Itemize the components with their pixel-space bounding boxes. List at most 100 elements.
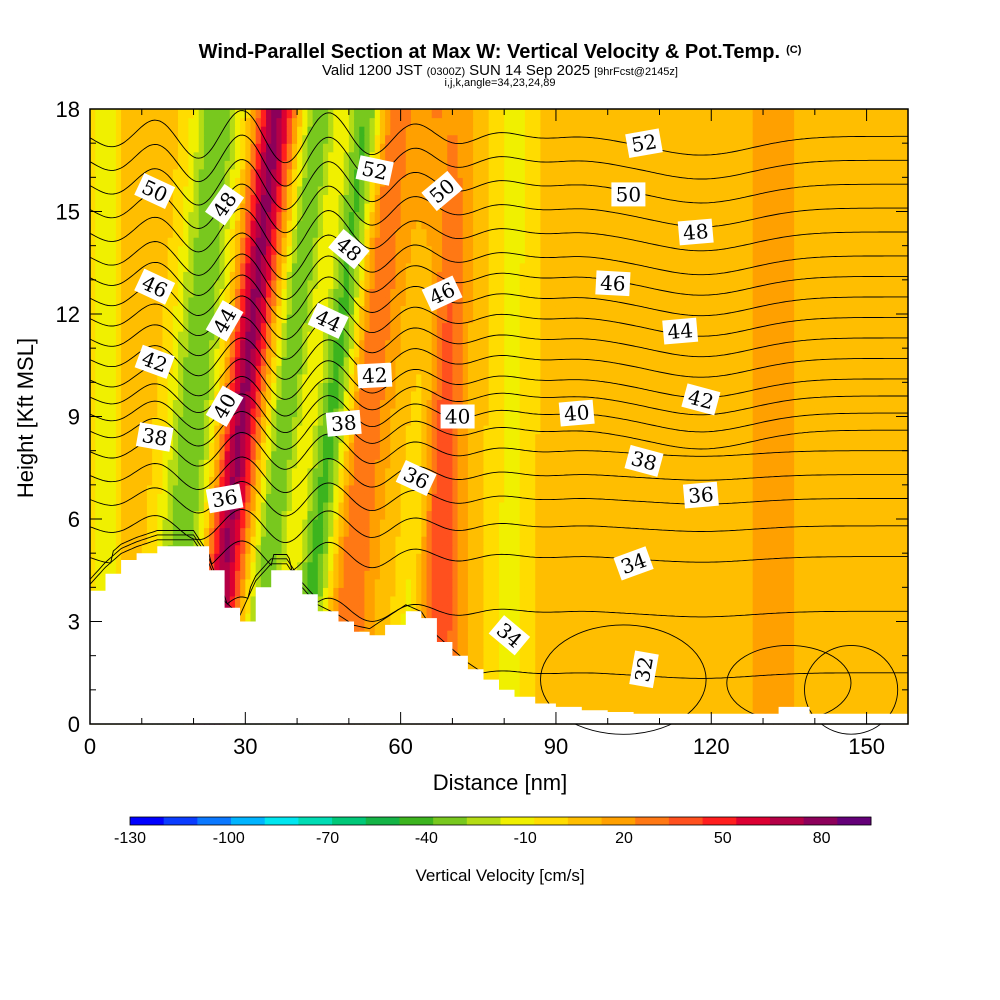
velocity-cell [788,604,795,614]
velocity-cell [587,621,593,631]
velocity-cell [561,544,567,554]
velocity-cell [115,561,122,571]
velocity-cell [364,510,371,520]
velocity-cell [245,450,252,460]
velocity-cell [431,493,438,503]
velocity-cell [473,638,479,648]
velocity-cell [105,450,112,460]
velocity-cell [348,544,355,554]
velocity-cell [374,519,381,529]
velocity-cell [561,527,567,537]
velocity-cell [390,587,397,597]
velocity-cell [623,630,630,640]
velocity-cell [493,553,500,563]
velocity-cell [359,553,365,563]
velocity-cell [700,647,707,657]
velocity-cell [597,536,604,546]
velocity-cell [509,578,516,588]
velocity-cell [307,501,314,512]
velocity-cell [876,561,883,571]
velocity-cell [814,587,821,597]
velocity-cell [566,638,573,648]
velocity-cell [550,459,557,469]
velocity-cell [535,493,542,503]
velocity-cell [861,527,868,537]
velocity-cell [721,604,728,614]
velocity-cell [467,647,474,657]
velocity-cell [328,604,334,614]
velocity-cell [193,459,200,469]
velocity-cell [721,467,728,477]
velocity-cell [245,484,252,494]
velocity-cell [882,570,888,580]
velocity-cell [649,578,655,588]
velocity-cell [892,638,899,648]
velocity-cell [379,561,386,571]
velocity-cell [856,681,863,691]
velocity-cell [592,527,598,537]
velocity-cell [369,484,376,494]
velocity-cell [638,484,645,494]
velocity-cell [322,510,329,520]
velocity-cell [654,501,661,512]
velocity-cell [778,689,785,699]
velocity-cell [100,450,107,460]
velocity-cell [364,544,371,554]
velocity-cell [442,595,448,606]
velocity-cell [514,493,521,503]
velocity-cell [856,501,863,512]
velocity-cell [545,612,552,623]
velocity-cell [768,638,774,648]
velocity-cell [245,510,252,520]
velocity-cell [95,536,101,546]
velocity-cell [504,595,510,606]
velocity-cell [623,612,630,623]
velocity-cell [359,493,365,503]
velocity-cell [799,527,806,537]
velocity-cell [229,519,236,529]
velocity-cell [882,706,888,717]
velocity-cell [695,587,702,597]
velocity-cell [768,612,774,623]
velocity-cell [623,655,630,665]
velocity-cell [436,476,443,486]
velocity-cell [799,655,806,665]
velocity-cell [825,527,831,537]
velocity-cell [825,595,831,606]
velocity-cell [421,587,428,597]
velocity-cell [504,664,510,674]
velocity-cell [359,527,365,537]
velocity-cell [706,638,712,648]
velocity-cell [188,476,195,486]
velocity-cell [488,578,495,588]
velocity-cell [778,561,785,571]
velocity-cell [338,519,345,529]
velocity-cell [141,450,148,460]
velocity-cell [400,612,407,623]
velocity-cell [90,544,96,554]
velocity-cell [416,578,422,588]
velocity-cell [633,544,640,554]
velocity-cell [307,459,314,469]
velocity-cell [333,527,340,537]
velocity-cell [825,510,831,520]
velocity-cell [576,595,583,606]
velocity-cell [747,493,754,503]
velocity-cell [426,604,433,614]
velocity-cell [566,612,573,623]
velocity-cell [602,587,609,597]
velocity-cell [731,501,738,512]
velocity-cell [731,698,738,708]
velocity-cell [680,638,686,648]
velocity-cell [561,630,567,640]
velocity-cell [633,630,640,640]
velocity-cell [493,510,500,520]
velocity-cell [840,467,847,477]
velocity-cell [141,501,148,512]
velocity-cell [229,553,236,563]
velocity-cell [638,493,645,503]
velocity-cell [675,544,681,554]
velocity-cell [794,493,800,503]
velocity-cell [726,484,733,494]
velocity-cell [887,647,894,657]
